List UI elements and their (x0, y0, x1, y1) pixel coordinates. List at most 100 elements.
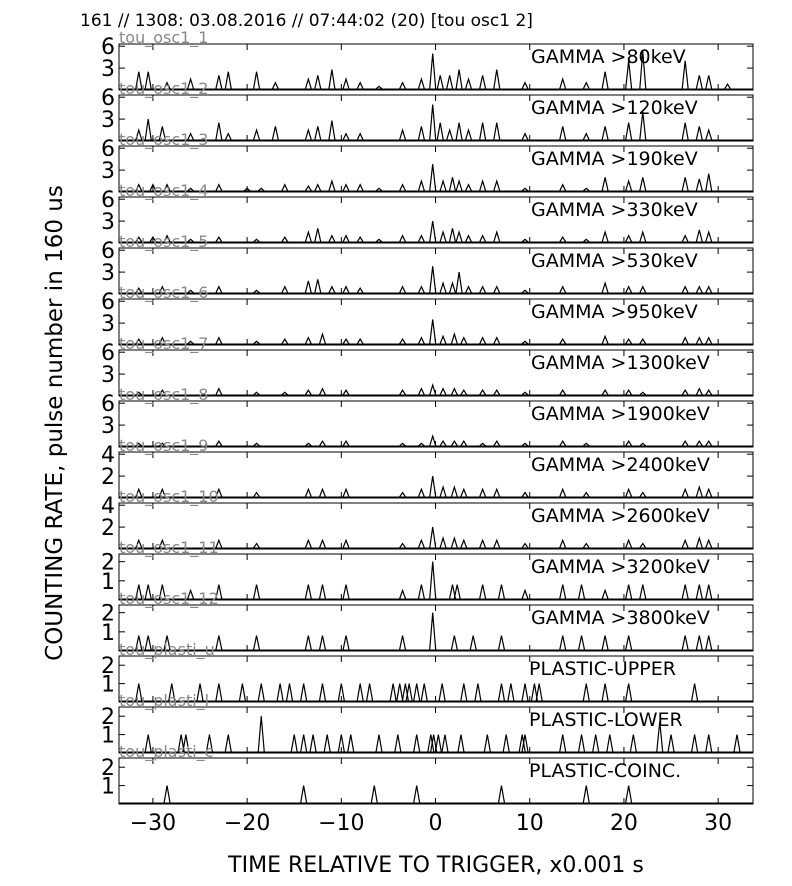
spike (429, 53, 437, 90)
spike (215, 236, 223, 243)
y-tick-label: 6 (101, 341, 115, 366)
spike (601, 126, 609, 141)
spike (625, 122, 633, 141)
y-tick-label: 1 (101, 724, 115, 749)
spike (427, 734, 435, 753)
spike (399, 442, 406, 447)
spike (399, 389, 407, 396)
spike (398, 635, 407, 651)
spike (493, 178, 501, 192)
spike (304, 487, 312, 498)
panel-title: GAMMA >3200keV (531, 556, 710, 578)
spike (705, 538, 713, 549)
spike (356, 183, 364, 192)
spike (300, 683, 308, 702)
panel-title: GAMMA >530keV (531, 250, 698, 272)
spike (158, 126, 166, 141)
spike (163, 183, 171, 192)
spike (290, 734, 298, 753)
channel-label: tou_plasti_l (119, 691, 209, 711)
spike (705, 440, 713, 447)
spike (304, 229, 312, 243)
spike (318, 387, 327, 396)
spike (705, 173, 713, 192)
spike (695, 336, 703, 345)
spike (429, 527, 437, 549)
header: 161 // 1308: 03.08.2016 // 07:44:02 (20)… (80, 11, 533, 31)
spike (420, 683, 428, 702)
spike (559, 584, 567, 600)
spike (681, 584, 689, 600)
spike (497, 584, 506, 600)
x-tick-label: 30 (704, 811, 732, 836)
spike (441, 734, 449, 753)
spike (493, 69, 501, 90)
spike (521, 683, 529, 702)
spike (257, 683, 265, 702)
channel-label: tou_osc1_6 (119, 283, 208, 303)
spike (559, 538, 567, 549)
spike (606, 734, 614, 753)
spike (705, 75, 713, 90)
y-tick-label: 2 (101, 516, 115, 541)
spike (479, 285, 487, 294)
spike (439, 387, 447, 396)
spike (375, 187, 383, 192)
spike (144, 734, 152, 753)
panel-title: GAMMA >2400keV (531, 454, 710, 476)
spike (705, 127, 713, 141)
spike (304, 635, 312, 651)
spike (521, 442, 529, 447)
spike (439, 178, 447, 192)
spike (135, 183, 143, 192)
y-tick-label: 6 (101, 290, 115, 315)
spike (318, 538, 327, 549)
spike (337, 734, 345, 753)
spike (464, 183, 473, 192)
y-tick-label: 4 (101, 443, 115, 468)
y-tick-label: 6 (101, 86, 115, 111)
spike (493, 538, 501, 549)
spike (460, 538, 468, 549)
spike (518, 734, 526, 753)
spike (582, 442, 590, 447)
spike (215, 75, 223, 90)
spike (695, 229, 703, 243)
spike (535, 683, 543, 702)
spike (455, 229, 463, 243)
spike (429, 476, 437, 498)
spike (328, 178, 336, 192)
channel-label: tou_plasti_c (119, 742, 213, 762)
spike (656, 721, 664, 753)
spike (417, 76, 425, 90)
spike (389, 683, 397, 702)
spike (144, 635, 152, 651)
spike (439, 280, 447, 294)
spike (257, 716, 265, 753)
spike (582, 542, 590, 549)
y-tick-label: 6 (101, 137, 115, 162)
spike (144, 71, 152, 90)
spike (370, 785, 378, 804)
spike (304, 185, 312, 192)
spike (464, 127, 473, 141)
spike (158, 538, 166, 549)
spike (705, 487, 713, 498)
spike (450, 387, 458, 396)
spike (577, 635, 586, 651)
channel-label: tou_osc1_3 (119, 130, 208, 150)
spike (417, 387, 425, 396)
spike (281, 338, 289, 345)
y-tick-label: 3 (101, 159, 115, 184)
spike (271, 126, 279, 141)
spike (479, 584, 487, 600)
spike (375, 238, 383, 243)
panel-title: PLASTIC-UPPER (529, 658, 676, 680)
spike (429, 266, 437, 294)
x-axis-label: TIME RELATIVE TO TRIGGER, x0.001 s (227, 853, 644, 878)
spike (399, 183, 407, 192)
channel-label: tou_osc1_4 (119, 181, 208, 201)
spike (460, 487, 468, 498)
y-tick-label: 6 (101, 239, 115, 264)
spike (187, 289, 194, 294)
